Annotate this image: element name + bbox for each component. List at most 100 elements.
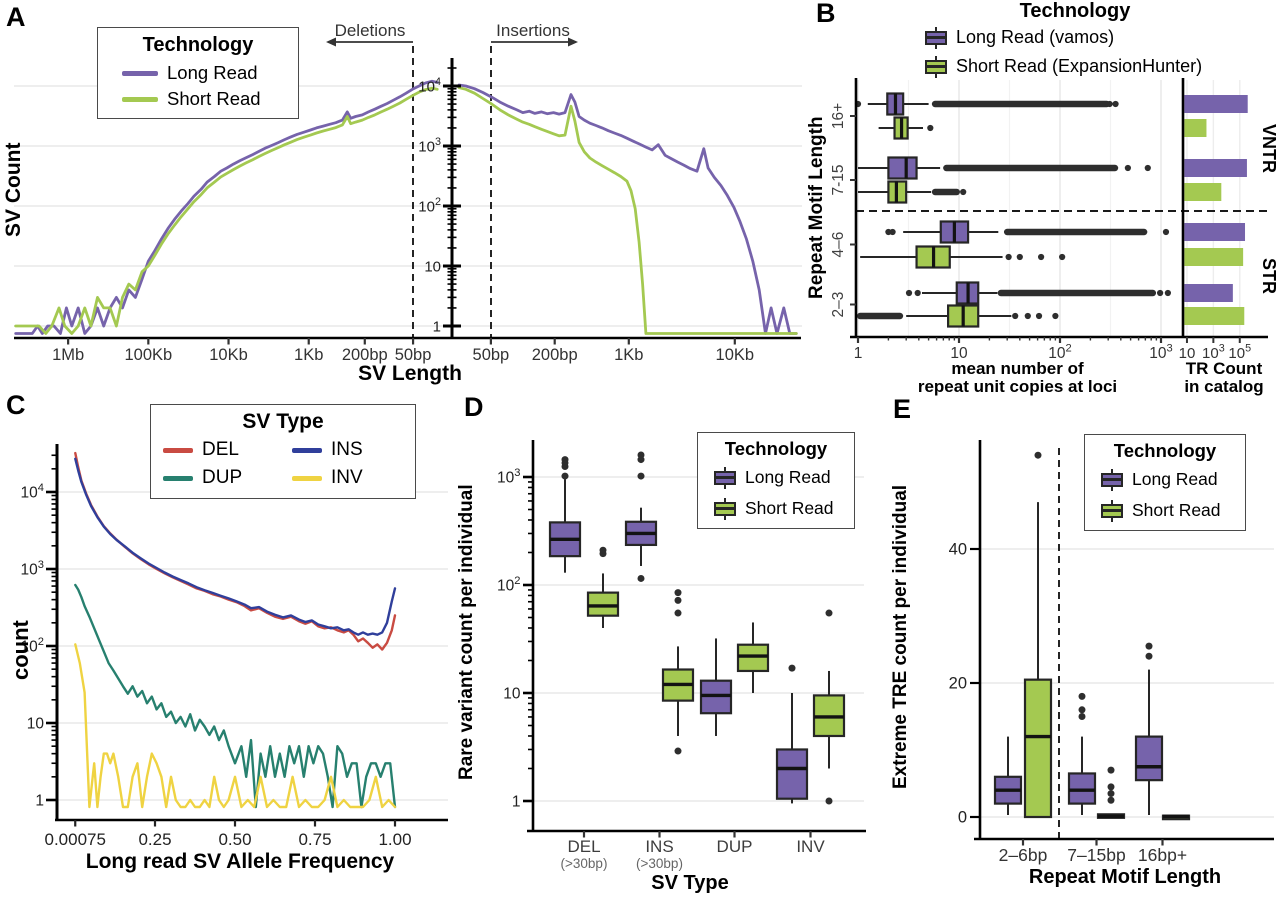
panel-e-legend: Technology Long Read Short Read xyxy=(1084,434,1246,531)
svg-text:1.00: 1.00 xyxy=(378,830,411,849)
svg-text:0: 0 xyxy=(958,809,967,827)
svg-text:10Kb: 10Kb xyxy=(716,346,755,364)
panel-a-y-title: SV Count xyxy=(2,142,25,238)
deletions-annotation: Deletions xyxy=(334,21,406,40)
svg-text:16bp+: 16bp+ xyxy=(1138,845,1187,865)
panel-b-vntr-label: VNTR xyxy=(1259,123,1279,173)
legend-item-dup: DUP xyxy=(163,467,274,489)
svg-text:10: 10 xyxy=(950,345,968,362)
legend-item-label: INV xyxy=(331,467,363,488)
svg-text:INV: INV xyxy=(796,837,825,856)
svg-text:0.50: 0.50 xyxy=(218,830,251,849)
svg-text:(>30bp): (>30bp) xyxy=(636,856,683,871)
panel-e-x-title: Repeat Motif Length xyxy=(1028,866,1222,888)
panel-c-y-title: count xyxy=(8,620,33,680)
svg-text:200bp: 200bp xyxy=(342,346,388,364)
panel-b-legend: Technology Long Read (vamos) Short Read … xyxy=(895,0,1255,78)
panel-a-legend-title: Technology xyxy=(142,34,254,56)
panel-a-letter: A xyxy=(6,2,26,32)
legend-item-short-read-eh: Short Read (ExpansionHunter) xyxy=(925,55,1255,78)
panel-b-str-label: STR xyxy=(1259,257,1279,294)
svg-text:DEL: DEL xyxy=(567,837,600,856)
panel-c-legend: SV Type DEL INS DUP INV xyxy=(150,404,416,499)
svg-text:10: 10 xyxy=(27,716,45,733)
svg-text:16+: 16+ xyxy=(830,103,847,129)
legend-item-short-read: Short Read xyxy=(1101,499,1235,522)
ins-line-swatch-icon xyxy=(292,447,322,453)
panel-b-legend-title: Technology xyxy=(1019,0,1131,22)
svg-text:1: 1 xyxy=(35,793,44,810)
panel-a-x-title: SV Length xyxy=(358,362,462,385)
del-line-swatch-icon xyxy=(163,447,193,453)
svg-text:10: 10 xyxy=(503,686,521,703)
panel-b-x-title: mean number of repeat unit copies at loc… xyxy=(870,359,1165,397)
svg-text:102: 102 xyxy=(497,575,520,595)
long-read-boxplot-swatch-icon xyxy=(925,26,947,49)
svg-text:100Kb: 100Kb xyxy=(124,346,172,364)
legend-item-label: DEL xyxy=(202,439,239,460)
svg-text:1: 1 xyxy=(854,345,863,362)
legend-item-long-read: Long Read xyxy=(714,466,844,489)
panel-e-y-title: Extreme TRE count per individual xyxy=(890,484,911,790)
legend-item-short-read: Short Read xyxy=(714,497,844,520)
legend-item-inv: INV xyxy=(292,467,403,489)
legend-item-long-read: Long Read xyxy=(122,62,288,84)
dup-line-swatch-icon xyxy=(163,475,193,481)
legend-item-del: DEL xyxy=(163,439,274,461)
panel-b-x-title-line2: repeat unit copies at loci xyxy=(917,377,1118,397)
legend-item-label: Short Read xyxy=(1132,500,1221,520)
legend-item-label: Long Read xyxy=(745,467,831,487)
legend-item-ins: INS xyxy=(292,439,403,461)
svg-text:4–6: 4–6 xyxy=(830,232,847,258)
svg-text:1Kb: 1Kb xyxy=(294,346,323,364)
svg-text:1Kb: 1Kb xyxy=(614,346,643,364)
long-read-boxplot-swatch-icon xyxy=(1101,468,1123,491)
svg-text:50bp: 50bp xyxy=(395,346,432,364)
long-read-line-swatch-icon xyxy=(122,70,158,76)
short-read-boxplot-swatch-icon xyxy=(925,55,947,78)
svg-text:102: 102 xyxy=(418,196,441,215)
svg-text:103: 103 xyxy=(497,467,520,487)
legend-item-long-read: Long Read xyxy=(1101,468,1235,491)
insertions-annotation: Insertions xyxy=(496,21,570,40)
legend-item-label: Long Read (vamos) xyxy=(956,27,1115,47)
inv-line-swatch-icon xyxy=(292,475,322,481)
panel-b-y-title: Repeat Motif Length xyxy=(806,116,827,300)
svg-text:DUP: DUP xyxy=(717,837,753,856)
panel-c-legend-title: SV Type xyxy=(242,410,324,433)
short-read-boxplot-swatch-icon xyxy=(714,497,736,520)
legend-item-long-read-vamos: Long Read (vamos) xyxy=(925,26,1255,49)
short-read-line-swatch-icon xyxy=(122,96,158,102)
panel-c-letter: C xyxy=(6,390,26,420)
panel-d-x-title: SV Type xyxy=(651,872,729,894)
svg-text:0.00075: 0.00075 xyxy=(45,830,106,849)
svg-text:104: 104 xyxy=(21,482,44,502)
svg-text:0.25: 0.25 xyxy=(138,830,171,849)
svg-text:INS: INS xyxy=(645,837,673,856)
panel-b-bar-title: TR Count in catalog xyxy=(1168,359,1280,396)
svg-text:104: 104 xyxy=(418,76,441,95)
legend-item-label: Short Read xyxy=(745,498,834,518)
panel-b-letter: B xyxy=(816,0,836,28)
svg-text:0.75: 0.75 xyxy=(298,830,331,849)
svg-text:7–15bp: 7–15bp xyxy=(1067,845,1125,865)
panel-e-legend-title: Technology xyxy=(1113,440,1217,461)
legend-item-label: Short Read xyxy=(167,88,261,109)
panel-b-bar-title-line1: TR Count xyxy=(1185,359,1263,378)
legend-item-short-read: Short Read xyxy=(122,88,288,110)
svg-text:10: 10 xyxy=(1179,345,1196,362)
svg-text:2–6bp: 2–6bp xyxy=(999,845,1048,865)
svg-text:1: 1 xyxy=(433,319,441,336)
svg-text:2–3: 2–3 xyxy=(830,292,847,318)
svg-text:200bp: 200bp xyxy=(532,346,578,364)
panel-d-y-title: Rare variant count per individual xyxy=(456,484,477,781)
legend-item-label: Long Read xyxy=(1132,469,1218,489)
panel-a-chart: 1 10 102 103 104 1Mb 100Kb 10Kb 1Kb 200bp 50bp 50bp… xyxy=(14,37,802,364)
panel-e-letter: E xyxy=(893,394,912,424)
svg-text:1: 1 xyxy=(512,794,521,811)
svg-text:1Mb: 1Mb xyxy=(52,346,84,364)
svg-text:20: 20 xyxy=(949,675,967,693)
